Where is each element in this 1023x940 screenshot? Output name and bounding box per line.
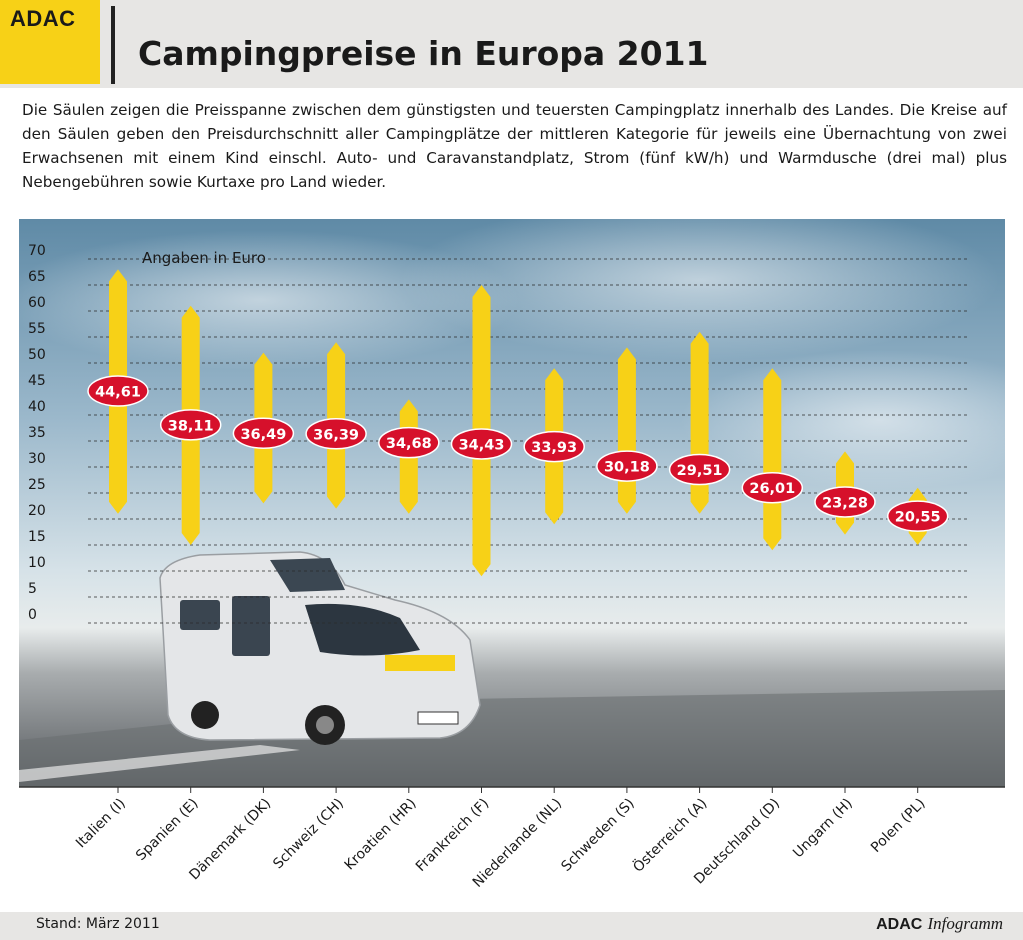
footer-bar: Stand: März 2011 ADAC Infogramm	[0, 912, 1023, 940]
x-tick-label: Polen (PL)	[868, 796, 928, 856]
average-label: 26,01	[749, 481, 795, 497]
chart-description: Die Säulen zeigen die Preisspanne zwisch…	[22, 101, 1007, 191]
footer-brand-suffix: Infogramm	[927, 914, 1003, 933]
y-tick-label: 55	[28, 321, 46, 337]
average-marker-10	[814, 486, 876, 518]
page-title: Campingpreise in Europa 2011	[138, 34, 709, 73]
footer-brand-name: ADAC	[876, 916, 923, 933]
x-tick-label: Schweiz (CH)	[270, 796, 347, 873]
range-bar-9	[763, 368, 782, 551]
average-label: 23,28	[822, 495, 868, 511]
header-divider	[111, 6, 115, 84]
y-tick-label: 40	[28, 399, 46, 415]
motorhome-illustration	[159, 551, 481, 745]
x-tick-label: Schweden (S)	[558, 796, 637, 875]
average-marker-3	[305, 418, 367, 450]
y-tick-label: 65	[28, 269, 46, 285]
average-marker-8	[668, 453, 731, 486]
y-tick-label: 60	[28, 295, 46, 311]
y-tick-label: 5	[28, 581, 37, 597]
y-tick-label: 35	[28, 425, 46, 441]
average-label: 44,61	[95, 385, 141, 401]
x-tick-label: Spanien (E)	[133, 796, 201, 864]
average-marker-0	[87, 375, 149, 407]
average-label: 30,18	[604, 460, 650, 476]
footer-stand: Stand: März 2011	[36, 916, 160, 932]
average-marker-5	[450, 428, 513, 460]
average-marker-4	[378, 426, 440, 459]
y-tick-label: 25	[28, 477, 46, 493]
chart: 0 5 10 15 20 25 30 35 40 45 50 55 60 65 70 Angaben in E…	[0, 200, 1023, 891]
average-label: 33,93	[531, 440, 577, 456]
y-tick-label: 50	[28, 347, 46, 363]
range-bar-8	[690, 331, 709, 514]
average-label: 29,51	[677, 463, 723, 479]
x-tick-label: Österreich (A)	[629, 794, 711, 876]
average-marker-2	[232, 417, 295, 450]
x-tick-label: Ungarn (H)	[790, 796, 856, 862]
unit-label: Angaben in Euro	[142, 249, 266, 267]
adac-logo: ADAC	[0, 0, 100, 84]
average-marker-1	[159, 409, 222, 441]
footer-brand: ADAC Infogramm	[876, 914, 1003, 934]
y-tick-label: 10	[28, 555, 46, 571]
average-label: 36,39	[313, 427, 359, 443]
x-tick-label: Frankreich (F)	[413, 796, 492, 875]
x-tick-label: Italien (I)	[73, 796, 129, 852]
average-label: 34,68	[386, 436, 432, 452]
x-tick-label: Kroatien (HR)	[342, 796, 420, 874]
average-marker-9	[741, 471, 804, 504]
average-marker-11	[886, 500, 949, 532]
y-tick-label: 45	[28, 373, 46, 389]
y-tick-label: 0	[28, 607, 37, 623]
average-label: 34,43	[459, 437, 505, 453]
y-tick-label: 20	[28, 503, 46, 519]
average-label: 20,55	[895, 510, 941, 526]
range-bar-7	[617, 347, 636, 514]
logo-text: ADAC	[10, 6, 76, 31]
average-marker-6	[523, 430, 585, 463]
header-bar: ADAC Campingpreise in Europa 2011	[0, 0, 1023, 88]
average-marker-7	[596, 450, 658, 482]
y-tick-label: 30	[28, 451, 46, 467]
average-label: 38,11	[168, 418, 214, 434]
average-label: 36,49	[240, 427, 286, 443]
y-tick-label: 70	[28, 243, 46, 259]
y-tick-label: 15	[28, 529, 46, 545]
